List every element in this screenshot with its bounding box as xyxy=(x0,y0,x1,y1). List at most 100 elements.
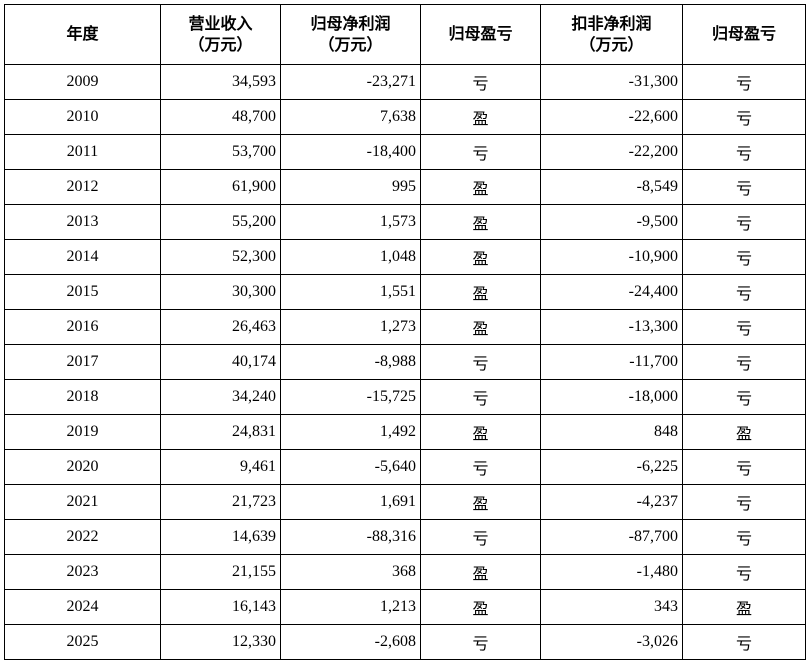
table-cell: 2019 xyxy=(4,414,161,450)
table-cell: 亏 xyxy=(420,624,541,660)
table-cell: 14,639 xyxy=(160,519,281,555)
table-cell: 24,831 xyxy=(160,414,281,450)
table-cell: 995 xyxy=(280,169,421,205)
table-cell: 343 xyxy=(540,589,683,625)
table-cell: 盈 xyxy=(420,274,541,310)
table-cell: 2016 xyxy=(4,309,161,345)
table-cell: -8,549 xyxy=(540,169,683,205)
table-cell: 2011 xyxy=(4,134,161,170)
table-cell: 盈 xyxy=(420,239,541,275)
table-cell: 53,700 xyxy=(160,134,281,170)
table-cell: -18,000 xyxy=(540,379,683,415)
table-cell: 1,213 xyxy=(280,589,421,625)
table-cell: -6,225 xyxy=(540,449,683,485)
table-cell: 9,461 xyxy=(160,449,281,485)
table-cell: -18,400 xyxy=(280,134,421,170)
table-row: 2022 14,639 -88,316 亏 -87,700 亏 xyxy=(4,519,806,555)
table-cell: 盈 xyxy=(420,589,541,625)
table-cell: 盈 xyxy=(420,169,541,205)
table-cell: 34,240 xyxy=(160,379,281,415)
table-cell: -88,316 xyxy=(280,519,421,555)
table-cell: -22,600 xyxy=(540,99,683,135)
table-row: 2012 61,900 995 盈 -8,549 亏 xyxy=(4,169,806,205)
table-cell: -22,200 xyxy=(540,134,683,170)
table-cell: 52,300 xyxy=(160,239,281,275)
table-cell: -23,271 xyxy=(280,64,421,100)
table-cell: 盈 xyxy=(420,204,541,240)
table-row: 2020 9,461 -5,640 亏 -6,225 亏 xyxy=(4,449,806,485)
table-cell: 21,155 xyxy=(160,554,281,590)
table-row: 2013 55,200 1,573 盈 -9,500 亏 xyxy=(4,204,806,240)
table-cell: 亏 xyxy=(682,624,806,660)
table-cell: 亏 xyxy=(420,519,541,555)
table-cell: 2024 xyxy=(4,589,161,625)
header-cell: 扣非净利润 （万元） xyxy=(540,4,683,65)
table-cell: 2014 xyxy=(4,239,161,275)
table-cell: 26,463 xyxy=(160,309,281,345)
table-cell: 1,048 xyxy=(280,239,421,275)
table-cell: 2020 xyxy=(4,449,161,485)
table-row: 2019 24,831 1,492 盈 848 盈 xyxy=(4,414,806,450)
table-row: 2009 34,593 -23,271 亏 -31,300 亏 xyxy=(4,64,806,100)
table-cell: -11,700 xyxy=(540,344,683,380)
table-cell: 368 xyxy=(280,554,421,590)
table-cell: 1,273 xyxy=(280,309,421,345)
table-row: 2024 16,143 1,213 盈 343 盈 xyxy=(4,589,806,625)
table-cell: -87,700 xyxy=(540,519,683,555)
header-cell: 营业收入 （万元） xyxy=(160,4,281,65)
header-cell: 年度 xyxy=(4,4,161,65)
table-cell: 亏 xyxy=(420,344,541,380)
table-cell: -5,640 xyxy=(280,449,421,485)
table-cell: -2,608 xyxy=(280,624,421,660)
table-cell: 2021 xyxy=(4,484,161,520)
table-cell: 盈 xyxy=(420,484,541,520)
table-cell: 亏 xyxy=(682,344,806,380)
table-cell: 亏 xyxy=(682,134,806,170)
table-cell: -8,988 xyxy=(280,344,421,380)
table-cell: -3,026 xyxy=(540,624,683,660)
table-cell: 亏 xyxy=(682,239,806,275)
table-cell: 亏 xyxy=(682,204,806,240)
table-cell: 亏 xyxy=(682,169,806,205)
table-cell: 2015 xyxy=(4,274,161,310)
table-cell: 亏 xyxy=(682,64,806,100)
table-cell: 2018 xyxy=(4,379,161,415)
table-cell: 848 xyxy=(540,414,683,450)
table-cell: 亏 xyxy=(682,379,806,415)
table-cell: 盈 xyxy=(420,309,541,345)
table-cell: 亏 xyxy=(420,64,541,100)
header-cell: 归母净利润 （万元） xyxy=(280,4,421,65)
data-table: 年度 营业收入 （万元） 归母净利润 （万元） 归母盈亏 扣非净利润 （万元） 归母盈亏 … xyxy=(4,4,806,660)
table-row: 2021 21,723 1,691 盈 -4,237 亏 xyxy=(4,484,806,520)
table-cell: 亏 xyxy=(682,274,806,310)
table-cell: 61,900 xyxy=(160,169,281,205)
table-cell: 亏 xyxy=(682,519,806,555)
table-cell: 40,174 xyxy=(160,344,281,380)
table-cell: 亏 xyxy=(420,134,541,170)
table-cell: 2009 xyxy=(4,64,161,100)
table-cell: 2022 xyxy=(4,519,161,555)
table-cell: 1,551 xyxy=(280,274,421,310)
table-cell: 亏 xyxy=(682,484,806,520)
table-cell: 21,723 xyxy=(160,484,281,520)
table-cell: 盈 xyxy=(682,589,806,625)
table-cell: 12,330 xyxy=(160,624,281,660)
header-row: 年度 营业收入 （万元） 归母净利润 （万元） 归母盈亏 扣非净利润 （万元） 归母盈亏 xyxy=(4,4,806,65)
table-cell: 2017 xyxy=(4,344,161,380)
table-cell: 2023 xyxy=(4,554,161,590)
table-cell: 7,638 xyxy=(280,99,421,135)
table-cell: 34,593 xyxy=(160,64,281,100)
table-row: 2016 26,463 1,273 盈 -13,300 亏 xyxy=(4,309,806,345)
table-cell: 亏 xyxy=(420,379,541,415)
table-cell: 亏 xyxy=(682,554,806,590)
table-cell: 盈 xyxy=(420,554,541,590)
table-row: 2011 53,700 -18,400 亏 -22,200 亏 xyxy=(4,134,806,170)
table-cell: 2010 xyxy=(4,99,161,135)
table-cell: 48,700 xyxy=(160,99,281,135)
table-cell: 2013 xyxy=(4,204,161,240)
table-row: 2014 52,300 1,048 盈 -10,900 亏 xyxy=(4,239,806,275)
table-cell: 1,691 xyxy=(280,484,421,520)
table-body: 2009 34,593 -23,271 亏 -31,300 亏 2010 48,700 7,63… xyxy=(4,64,806,660)
table-cell: 55,200 xyxy=(160,204,281,240)
